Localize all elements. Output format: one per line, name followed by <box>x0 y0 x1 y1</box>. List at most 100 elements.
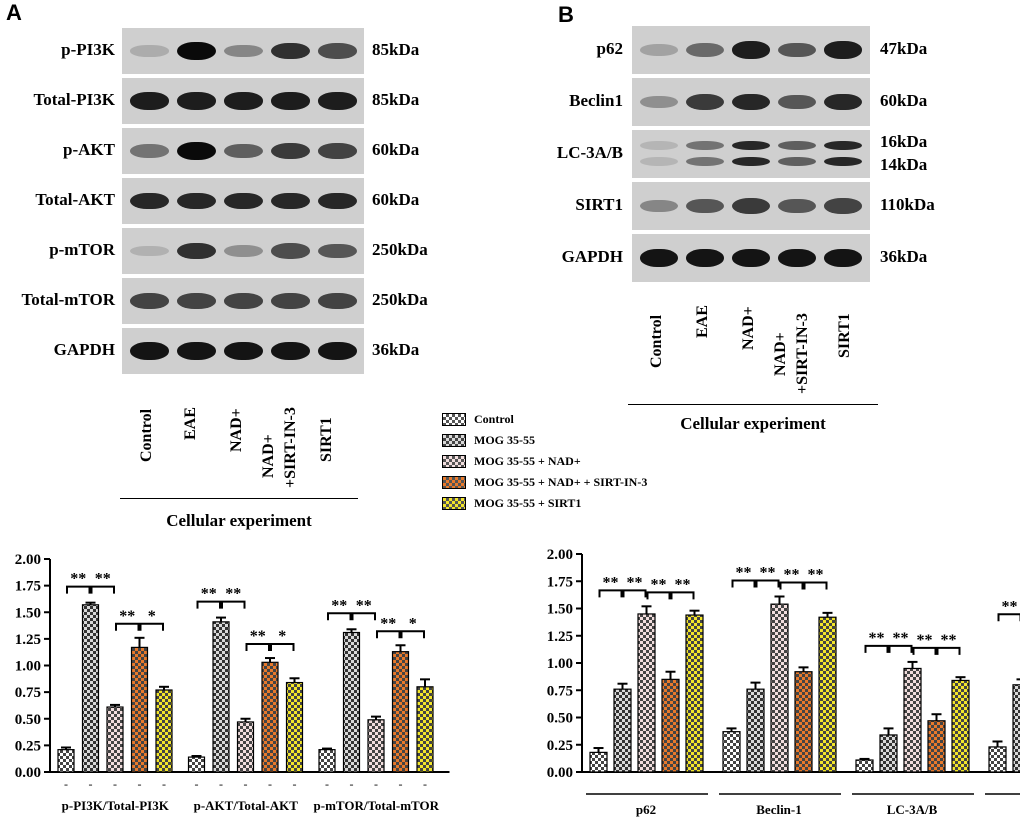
legend-label: MOG 35-55 + SIRT1 <box>474 496 582 510</box>
x-tick-mark: - <box>399 777 403 791</box>
lane-label-b-sirt1: SIRT1 <box>836 313 853 358</box>
significance-bracket <box>245 643 270 652</box>
legend-swatch <box>442 413 466 426</box>
significance-bracket <box>196 600 221 609</box>
y-tick-label: 1.50 <box>15 605 41 621</box>
significance-bracket <box>622 589 647 598</box>
blot-kda: 36kDa <box>880 247 928 266</box>
blot-band <box>224 293 263 309</box>
blot-label: Total-AKT <box>35 190 115 209</box>
significance-bracket <box>66 585 91 594</box>
bar <box>951 679 970 773</box>
blot-band <box>824 198 862 214</box>
blot-kda: 250kDa <box>372 290 428 309</box>
blot-strip <box>122 328 364 374</box>
legend-label: Control <box>474 412 514 426</box>
bar <box>342 631 361 773</box>
blot-band <box>640 95 678 109</box>
significance-bracket <box>864 644 889 653</box>
panel-b-letter: B <box>558 2 574 27</box>
blot-band <box>640 199 678 213</box>
y-tick-label: 1.25 <box>15 632 41 648</box>
y-tick-label: 0.50 <box>15 712 41 728</box>
blot-label: SIRT1 <box>575 195 623 214</box>
bar <box>391 651 410 773</box>
blot-band <box>686 249 724 267</box>
bar <box>794 671 813 773</box>
legend-label: MOG 35-55 + NAD+ <box>474 454 581 468</box>
x-tick-mark: - <box>293 777 297 791</box>
blot-band <box>778 198 816 214</box>
significance-bracket <box>755 579 780 588</box>
blot-band <box>824 93 862 111</box>
lane-label-sirt1: SIRT1 <box>318 417 335 462</box>
legend-item: Control <box>442 412 514 427</box>
blot-strip <box>632 26 870 74</box>
significance-bracket <box>670 591 695 600</box>
blot-kda: 36kDa <box>372 340 420 359</box>
blot-band <box>686 94 724 110</box>
panel-a-letter: A <box>6 0 22 25</box>
blot-band <box>130 342 169 360</box>
blot-band <box>224 192 263 210</box>
x-tick-mark: - <box>89 777 93 791</box>
x-tick-mark: - <box>244 777 248 791</box>
blot-band <box>778 141 816 150</box>
blot-band <box>640 157 678 166</box>
blot-band <box>177 42 216 60</box>
significance-label: ** <box>380 615 396 632</box>
blot-band <box>732 93 770 111</box>
significance-label: ** <box>869 630 885 647</box>
blot-band <box>686 157 724 166</box>
blot-band <box>318 293 357 309</box>
blot-label: Total-mTOR <box>21 290 115 309</box>
bar <box>746 688 765 773</box>
significance-bracket <box>598 589 623 598</box>
blot-kda: 60kDa <box>372 140 420 159</box>
lane-label-b-eae: EAE <box>694 305 711 338</box>
blot-kda: 85kDa <box>372 40 420 59</box>
blot-kda: 16kDa <box>880 132 928 151</box>
x-tick-mark: - <box>423 777 427 791</box>
significance-label: ** <box>356 597 372 614</box>
blot-strip <box>122 128 364 174</box>
bar <box>661 678 680 773</box>
x-category-label: Beclin-1 <box>756 802 802 817</box>
significance-bracket <box>376 630 401 639</box>
bar <box>416 686 434 773</box>
bar <box>818 616 837 773</box>
y-tick-label: 1.00 <box>547 656 573 672</box>
significance-bracket <box>731 579 756 588</box>
bar <box>613 688 632 773</box>
x-category-label: p62 <box>636 802 656 817</box>
significance-label: ** <box>651 576 667 593</box>
bar <box>236 721 255 773</box>
blot-kda: 250kDa <box>372 240 428 259</box>
blot-band <box>318 192 357 210</box>
blot-band <box>271 92 310 110</box>
blot-band <box>318 92 357 110</box>
blot-band <box>130 144 169 158</box>
bar <box>770 603 789 773</box>
bar <box>879 734 898 773</box>
blot-band <box>732 157 770 166</box>
blot-band <box>224 342 263 360</box>
significance-bracket <box>351 612 376 621</box>
bar <box>855 759 874 773</box>
x-tick-mark: - <box>219 777 223 791</box>
bar <box>261 661 279 773</box>
blot-strip <box>122 178 364 224</box>
blot-strip <box>632 182 870 230</box>
blot-label: p62 <box>596 39 623 58</box>
significance-label: * <box>409 615 417 632</box>
blot-band <box>271 42 310 60</box>
legend-swatch <box>442 434 466 447</box>
significance-label: ** <box>760 565 776 582</box>
blot-band <box>778 157 816 166</box>
blot-band <box>318 243 357 259</box>
blot-kda: 60kDa <box>880 91 928 110</box>
blot-strip <box>122 28 364 74</box>
blot-band <box>224 92 263 110</box>
y-tick-label: 0.75 <box>15 685 41 701</box>
legend-swatch <box>442 476 466 489</box>
